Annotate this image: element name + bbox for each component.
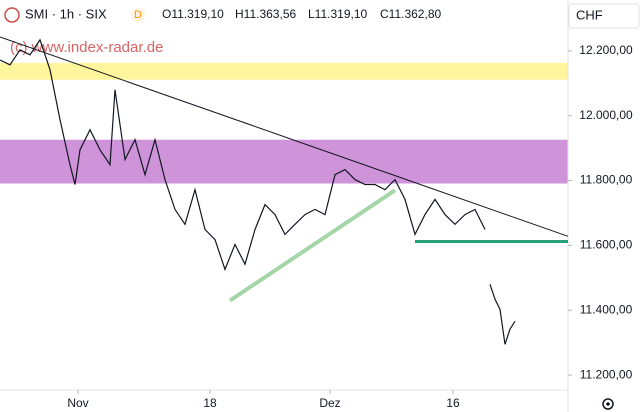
y-tick-label: 11.200,00 [580,367,633,381]
drawn-line [0,36,569,237]
zone [0,62,568,80]
price-line [0,38,516,345]
x-tick-label: 18 [203,396,217,410]
ohlc-low: L11.319,10 [308,7,367,21]
badge: D [134,9,142,21]
currency-box[interactable] [568,3,640,29]
y-tick-label: 11.800,00 [580,173,633,187]
watermark: (c) www.index-radar.de [10,39,163,56]
y-tick-label: 12.200,00 [579,43,633,57]
badge-bg [131,8,145,22]
x-tick-label: 16 [446,396,460,410]
x-tick-label: Nov [67,396,88,410]
symbol[interactable]: SMI · 1h · SIX [25,6,107,21]
drawn-line [228,188,397,303]
y-tick-label: 11.400,00 [580,302,633,316]
zone [0,139,568,184]
currency[interactable]: CHF [576,7,603,22]
settings-icon[interactable] [602,398,614,410]
x-tick-label: Dez [319,396,340,410]
ohlc-close: C11.362,80 [380,7,441,21]
symbol-icon[interactable] [4,7,20,23]
ohlc-open: O11.319,10 [162,7,224,21]
y-tick-label: 11.600,00 [580,238,633,252]
y-tick-label: 12.000,00 [579,108,633,122]
ohlc-high: H11.363,56 [235,7,296,21]
